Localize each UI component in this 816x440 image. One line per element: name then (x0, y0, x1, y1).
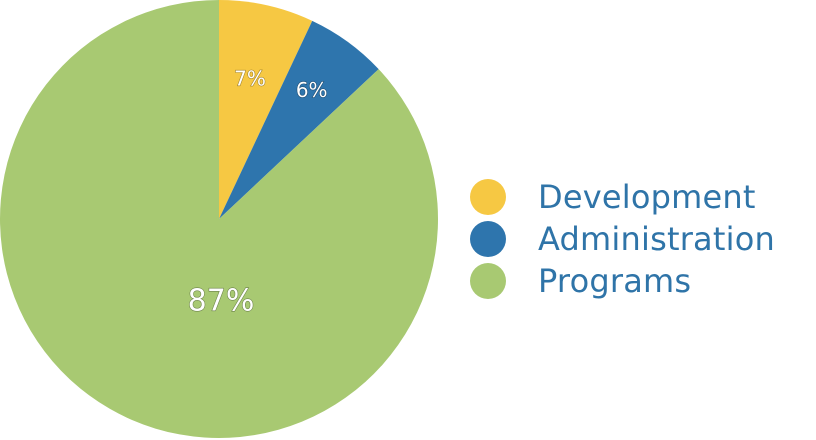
chart-legend: Development Administration Programs (470, 176, 775, 302)
pie-slice-administration (219, 20, 379, 219)
legend-label-programs: Programs (538, 262, 692, 300)
slice-label-development: 7% (234, 67, 266, 91)
legend-swatch-programs (470, 263, 506, 299)
slice-label-administration: 6% (296, 78, 328, 102)
legend-item-development: Development (470, 176, 775, 218)
legend-swatch-administration (470, 221, 506, 257)
pie-slice-programs (0, 0, 438, 438)
pie-slice-development (219, 0, 313, 219)
legend-label-administration: Administration (538, 220, 775, 258)
legend-item-administration: Administration (470, 218, 775, 260)
legend-item-programs: Programs (470, 260, 775, 302)
legend-label-development: Development (538, 178, 756, 216)
legend-swatch-development (470, 179, 506, 215)
slice-label-programs: 87% (188, 284, 255, 319)
